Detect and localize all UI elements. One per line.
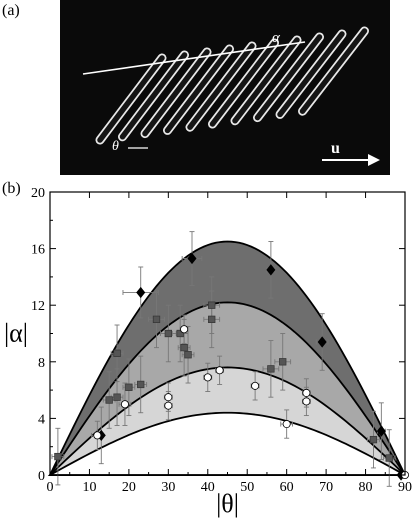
data-point-square: [208, 301, 216, 309]
pillar-body: [142, 49, 210, 137]
x-tick-label: 60: [280, 480, 294, 495]
x-tick-label: 90: [398, 480, 412, 495]
data-point-diamond: [317, 336, 327, 348]
data-point-diamond: [376, 425, 386, 437]
x-tick-label: 70: [319, 480, 333, 495]
plot-area: 0 10 20 30 40 50 60 70 80 90 0 4 8 12 16 20 |θ| |α|: [4, 186, 412, 518]
data-point-circle: [302, 388, 311, 397]
micrograph-panel: α θ u: [60, 0, 390, 175]
x-tick-label: 50: [240, 480, 254, 495]
x-tick-label: 30: [161, 480, 175, 495]
pillar-body: [299, 28, 368, 114]
y-tick-label: 12: [31, 299, 45, 314]
y-tick-label: 4: [38, 412, 45, 427]
pillar-body: [277, 31, 345, 118]
data-point-square: [113, 393, 121, 401]
pillar-array: [95, 26, 369, 145]
x-tick-label: 10: [82, 480, 96, 495]
data-point-circle: [215, 366, 224, 375]
data-point-circle: [282, 420, 291, 429]
pillar-body: [119, 52, 188, 140]
pillar-body: [254, 34, 323, 121]
data-point-square: [152, 315, 161, 323]
y-tick-label: 8: [38, 356, 45, 371]
alpha-reference-line: [82, 41, 306, 75]
data-point-square: [113, 349, 121, 357]
pillar-body: [164, 46, 233, 134]
pillar-body: [187, 43, 255, 130]
panel-a-label: (a): [2, 2, 20, 19]
x-axis-title: |θ|: [216, 489, 239, 518]
y-tick-label: 16: [31, 243, 45, 258]
panel-b-label: (b): [2, 180, 21, 197]
data-point-diamond: [187, 252, 197, 265]
data-point-diamond: [136, 286, 146, 299]
x-tick-label: 0: [47, 480, 54, 495]
x-tick-label: 80: [359, 480, 373, 495]
y-tick-label: 20: [31, 186, 45, 201]
data-point-square: [385, 454, 393, 462]
data-point-square: [369, 435, 378, 444]
data-point-square: [279, 358, 287, 366]
data-point-square: [105, 396, 113, 404]
alpha-symbol: α: [272, 30, 281, 46]
x-tick-label: 40: [201, 480, 215, 495]
data-point-circle: [302, 397, 311, 406]
theta-symbol: θ: [112, 139, 119, 154]
data-point-circle: [120, 400, 129, 409]
data-point-square: [164, 329, 172, 338]
data-point-circle: [203, 373, 212, 382]
data-point-circle: [164, 401, 173, 410]
data-point-square: [208, 315, 216, 323]
band-group: [47, 240, 408, 476]
x-tick-label: 20: [122, 480, 136, 495]
data-point-square: [184, 351, 192, 359]
data-point-circle: [180, 325, 189, 334]
data-point-square: [180, 344, 188, 352]
data-point-square: [137, 380, 145, 389]
y-tick-label: 0: [38, 469, 45, 484]
flow-arrow-icon: [368, 154, 380, 166]
data-point-square: [54, 452, 62, 461]
data-point-circle: [164, 393, 173, 402]
pillar-body: [97, 55, 165, 143]
pillar-body: [232, 37, 300, 124]
pillar-body: [209, 40, 278, 127]
data-point-diamond: [266, 264, 276, 276]
marker-group: [54, 252, 409, 481]
data-point-circle: [93, 431, 102, 440]
y-axis-title: |α|: [4, 319, 28, 348]
data-point-circle: [251, 381, 260, 390]
data-point-square: [267, 365, 275, 373]
model-band-3: [49, 411, 406, 476]
tick-group: 0 10 20 30 40 50 60 70 80 90 0 4 8 12 16 20: [31, 186, 412, 495]
data-point-square: [176, 329, 184, 338]
data-point-square: [125, 383, 133, 391]
u-symbol: u: [331, 140, 340, 157]
